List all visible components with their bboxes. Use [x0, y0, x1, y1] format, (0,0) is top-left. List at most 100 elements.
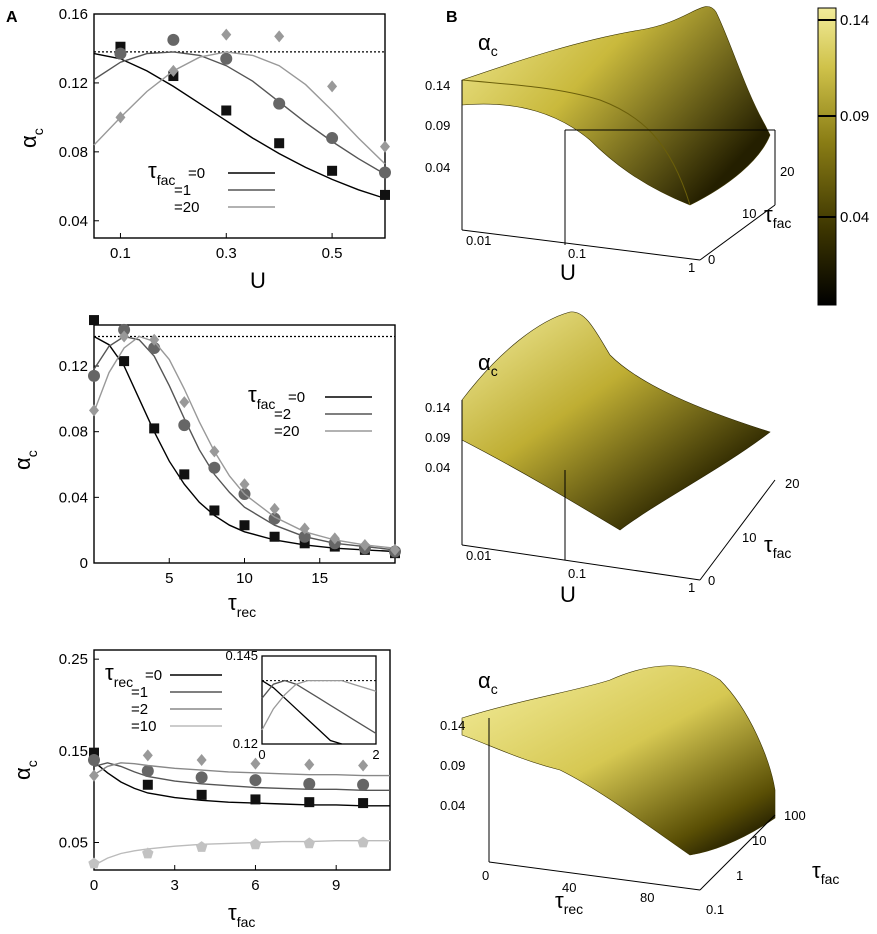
colorbar-label-1: 0.14	[840, 12, 869, 29]
axis-b1-y	[699, 204, 776, 261]
A2-series-0-point	[299, 538, 310, 549]
b2-ylabel: τfac	[764, 532, 791, 561]
A1-series-1-point	[114, 47, 127, 60]
A1-ytick-label: 0.16	[59, 6, 88, 23]
colorbar: 0.14 0.09 0.04	[817, 7, 869, 306]
b2-xtick-2: 0.1	[568, 566, 586, 581]
A3-legend-entry: =1	[131, 684, 148, 701]
A1-legend-entry: =1	[174, 182, 191, 199]
A3-series-1-point	[303, 777, 316, 790]
A3-series-3-point	[88, 857, 100, 869]
A1-ylabel: αc	[16, 128, 46, 148]
A3-legend-entry: =10	[131, 718, 156, 735]
A2-series-0-point	[269, 531, 280, 542]
A1-series-1-point	[379, 166, 391, 179]
b2-xtick-1: 0.01	[466, 548, 491, 563]
axis-b3-y	[699, 814, 776, 891]
A2-series-1-point	[88, 369, 100, 382]
b1-ztick-1: 0.14	[425, 78, 450, 93]
A2-series-0-point	[119, 356, 130, 367]
b2-ztick-3: 0.04	[425, 460, 450, 475]
A1-series-1-point	[167, 33, 180, 46]
surface-b1-fold	[461, 79, 691, 206]
A3-series-0-point	[304, 797, 315, 808]
panel-letter-b: B	[446, 9, 458, 26]
A2-legend-title: τfac	[248, 382, 275, 412]
A1-series-1-line	[93, 51, 386, 175]
surface-plot-b2: αc 0.14 0.09 0.04 0.01 0.1 1 0 10 20 U τ…	[425, 311, 799, 607]
A2-series-2-point	[209, 445, 220, 458]
a3-inset-frame	[261, 655, 377, 745]
b3-ytick-3: 10	[752, 833, 766, 848]
A2-xtick-label: 10	[236, 570, 253, 587]
A2-ytick-label: 0.04	[59, 489, 88, 506]
A3-series-3-point	[303, 837, 315, 849]
A1-legend-entry: =20	[174, 199, 199, 216]
A1-ytick-label: 0.12	[59, 75, 88, 92]
A2-series-2-point	[239, 478, 250, 491]
b3-xtick-3: 80	[640, 890, 654, 905]
A3-ytick-label: 0.15	[59, 743, 88, 760]
axis-b2-y	[699, 479, 776, 581]
b2-xlabel: U	[560, 582, 576, 607]
A3-series-0-point	[196, 789, 207, 800]
A2-series-1-point	[178, 419, 191, 432]
A3-xtick-label: 0	[90, 877, 98, 894]
b2-ytick-2: 10	[742, 530, 756, 545]
A3-series-0-point	[358, 798, 369, 809]
A1-series-1-point	[273, 97, 286, 110]
A3-legend-title: τrec	[105, 660, 133, 690]
A2-xtick-label: 15	[311, 570, 328, 587]
b1-xtick-1: 0.01	[466, 233, 491, 248]
b1-ytick-1: 0	[708, 252, 715, 267]
A3-series-2-line	[93, 762, 390, 777]
a3-inset-xtick: 0	[258, 747, 265, 762]
A2-legend-entry: =0	[288, 389, 305, 406]
colorbar-label-3: 0.04	[840, 209, 869, 226]
A1-series-2-point	[380, 140, 390, 153]
b1-ytick-3: 20	[780, 164, 794, 179]
a3-inset-ytick: 0.12	[233, 736, 258, 751]
b1-ylabel: τfac	[764, 202, 791, 231]
A3-series-1-line	[93, 762, 390, 791]
A2-series-0-point	[209, 505, 220, 516]
A2-ylabel: αc	[10, 450, 40, 470]
b3-xtick-1: 0	[482, 868, 489, 883]
colorbar-gradient	[817, 7, 837, 306]
A2-series-2-point	[179, 396, 190, 409]
A3-series-2-point	[304, 758, 315, 771]
A2-series-2-point	[269, 502, 280, 515]
A3-series-2-point	[250, 757, 261, 770]
b1-ztick-2: 0.09	[425, 118, 450, 133]
b3-xtick-2: 40	[562, 880, 576, 895]
A2-ytick-label: 0.12	[59, 358, 88, 375]
A3-xlabel: τfac	[228, 900, 255, 930]
A3-series-1-point	[88, 754, 100, 766]
A3-series-2-point	[89, 769, 99, 782]
A1-series-0-line	[93, 52, 386, 200]
A1-series-0-point	[115, 41, 126, 52]
surface-plot-b3: αc 0.14 0.09 0.04 0 40 80 0.1 1 10 100 τ…	[440, 665, 839, 917]
axis-b3-x	[488, 861, 701, 891]
a3-inset-xtick: 2	[372, 747, 379, 762]
b3-ztick-2: 0.09	[440, 758, 465, 773]
A1-xtick-label: 0.1	[110, 245, 131, 262]
b3-ztick-3: 0.04	[440, 798, 465, 813]
b2-ytick-1: 0	[708, 573, 715, 588]
A3-series-0-point	[89, 747, 99, 758]
A1-xtick-label: 0.5	[322, 245, 343, 262]
A1-series-0-point	[221, 105, 232, 116]
b3-ylabel: τfac	[812, 858, 839, 887]
A2-xtick-label: 5	[165, 570, 173, 587]
surface-b3	[461, 665, 776, 856]
A3-series-1-point	[357, 778, 370, 791]
A2-series-2-point	[390, 543, 400, 556]
b2-ztick-2: 0.09	[425, 430, 450, 445]
A3-series-0-point	[250, 794, 261, 805]
colorbar-label-2: 0.09	[840, 108, 869, 125]
A3-legend-entry: =0	[145, 667, 162, 684]
b3-ytick-2: 1	[736, 868, 743, 883]
A3-series-0-line	[93, 761, 390, 807]
b3-zlabel: αc	[478, 668, 498, 697]
